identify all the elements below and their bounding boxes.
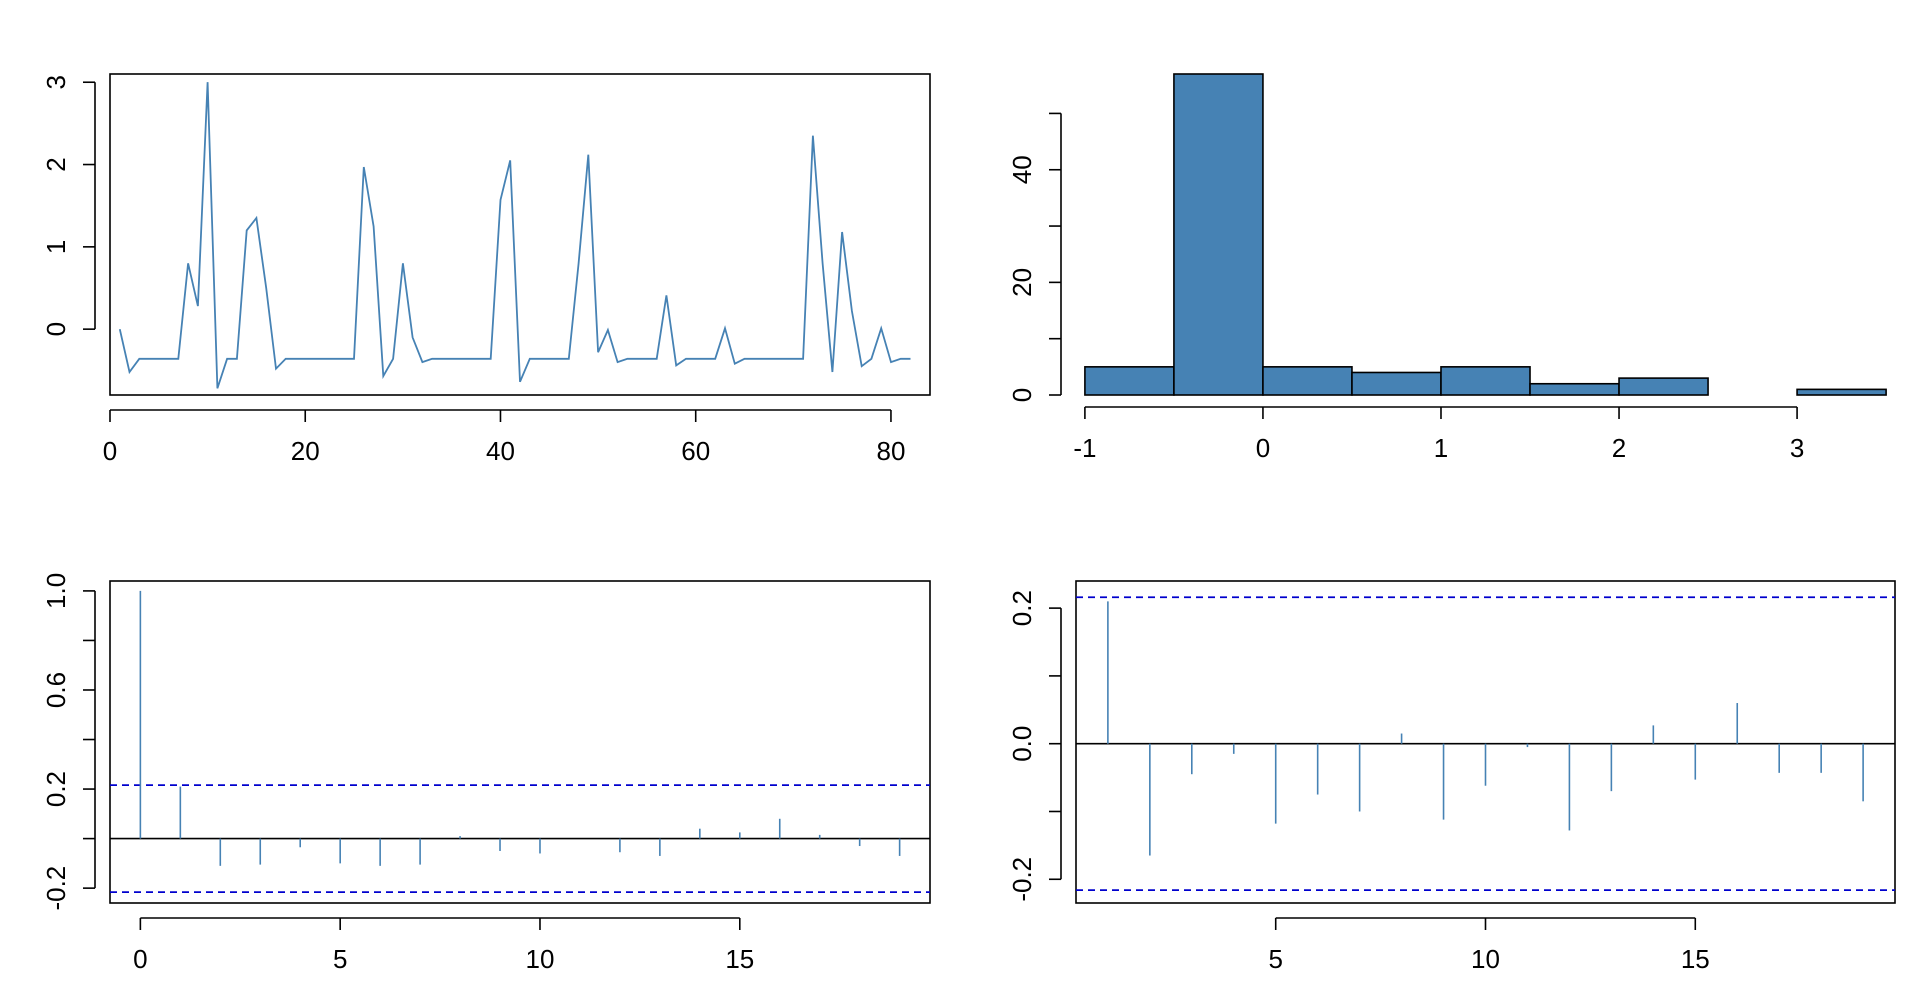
- y-tick-label: 3: [41, 75, 71, 89]
- x-tick-label: 10: [526, 944, 555, 974]
- x-tick-label: 0: [103, 436, 117, 466]
- x-tick-label: 3: [1790, 433, 1804, 463]
- histogram-bar: [1351, 371, 1442, 396]
- y-tick-label: 1: [41, 240, 71, 254]
- y-tick-label: 0.2: [41, 771, 71, 807]
- histogram-bar: [1262, 366, 1353, 396]
- x-tick-label: -1: [1073, 433, 1096, 463]
- plot-frame: [1075, 580, 1896, 904]
- x-tick-label: 20: [291, 436, 320, 466]
- y-tick-label: 0.6: [41, 672, 71, 708]
- y-tick-label: -0.2: [41, 866, 71, 911]
- histogram-plot: -1 0 1 2 3 0 20 40: [1007, 73, 1887, 463]
- histogram-bar: [1796, 388, 1887, 396]
- y-tick-label: 0: [41, 322, 71, 336]
- x-tick-label: 5: [333, 944, 347, 974]
- x-tick-label: 2: [1612, 433, 1626, 463]
- x-tick-label: 5: [1268, 944, 1282, 974]
- y-tick-label: 0.2: [1007, 590, 1037, 626]
- x-tick-label: 40: [486, 436, 515, 466]
- y-tick-label: 2: [41, 157, 71, 171]
- y-tick-label: 20: [1007, 268, 1037, 297]
- x-tick-label: 10: [1471, 944, 1500, 974]
- histogram-bar: [1440, 366, 1531, 396]
- histogram-bar: [1084, 366, 1175, 396]
- acf-plot: 0 5 10 15 -0.2 0.2 0.6 1.0: [41, 573, 931, 974]
- x-tick-label: 0: [133, 944, 147, 974]
- histogram-bar: [1529, 382, 1620, 396]
- y-tick-label: 1.0: [41, 573, 71, 609]
- y-tick-label: 40: [1007, 155, 1037, 184]
- x-tick-label: 15: [725, 944, 754, 974]
- histogram-bar: [1173, 73, 1264, 396]
- y-tick-label: 0: [1007, 388, 1037, 402]
- x-tick-label: 1: [1434, 433, 1448, 463]
- series-line: [118, 82, 911, 389]
- x-tick-label: 80: [876, 436, 905, 466]
- pacf-plot: 5 10 15 -0.2 0.0 0.2: [1007, 580, 1896, 974]
- time-series-plot: 0 20 40 60 80 0 1 2 3: [41, 73, 931, 466]
- x-tick-label: 15: [1681, 944, 1710, 974]
- x-tick-label: 0: [1256, 433, 1270, 463]
- y-tick-label: -0.2: [1007, 857, 1037, 902]
- x-tick-label: 60: [681, 436, 710, 466]
- plot-frame: [109, 580, 931, 904]
- histogram-bar: [1618, 377, 1709, 396]
- y-tick-label: 0.0: [1007, 726, 1037, 762]
- plot-frame: [109, 73, 931, 396]
